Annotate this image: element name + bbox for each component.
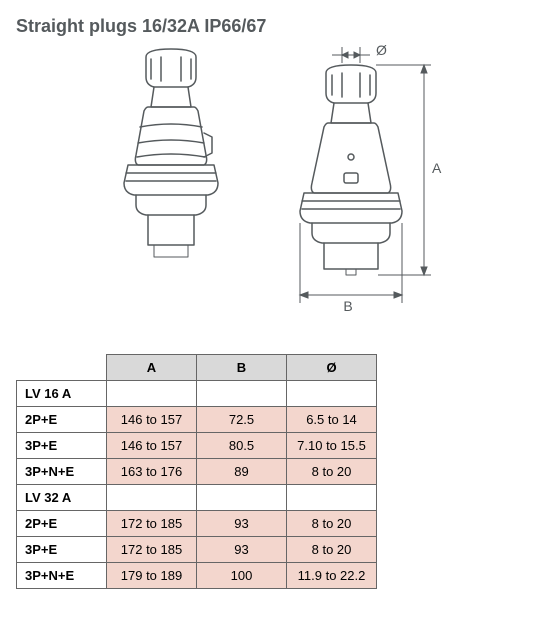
col-b: B xyxy=(197,355,287,381)
table-row: LV 16 A xyxy=(17,381,377,407)
diagram-area: Ø A B xyxy=(16,45,520,330)
section-label: LV 32 A xyxy=(17,485,107,511)
table-corner xyxy=(17,355,107,381)
cell: 172 to 185 xyxy=(107,537,197,563)
dim-diameter-label: Ø xyxy=(376,45,387,58)
plug-front-view: Ø A B xyxy=(266,45,496,330)
cell: 146 to 157 xyxy=(107,433,197,459)
dim-b-label: B xyxy=(343,298,352,314)
cell: 8 to 20 xyxy=(287,511,377,537)
cell: 146 to 157 xyxy=(107,407,197,433)
section-label: LV 16 A xyxy=(17,381,107,407)
cell: 72.5 xyxy=(197,407,287,433)
cell: 6.5 to 14 xyxy=(287,407,377,433)
spec-table: A B Ø LV 16 A 2P+E 146 to 157 72.5 6.5 t… xyxy=(16,354,377,589)
row-label: 3P+N+E xyxy=(17,459,107,485)
cell: 8 to 20 xyxy=(287,459,377,485)
table-row: 3P+E 146 to 157 80.5 7.10 to 15.5 xyxy=(17,433,377,459)
plug-side-view xyxy=(96,45,246,330)
cell: 100 xyxy=(197,563,287,589)
table-row: 3P+N+E 163 to 176 89 8 to 20 xyxy=(17,459,377,485)
row-label: 3P+N+E xyxy=(17,563,107,589)
page-title: Straight plugs 16/32A IP66/67 xyxy=(16,16,520,37)
col-d: Ø xyxy=(287,355,377,381)
row-label: 2P+E xyxy=(17,511,107,537)
row-label: 3P+E xyxy=(17,537,107,563)
cell: 93 xyxy=(197,537,287,563)
row-label: 3P+E xyxy=(17,433,107,459)
cell: 179 to 189 xyxy=(107,563,197,589)
cell: 11.9 to 22.2 xyxy=(287,563,377,589)
col-a: A xyxy=(107,355,197,381)
dim-a-label: A xyxy=(432,160,442,176)
row-label: 2P+E xyxy=(17,407,107,433)
table-row: 3P+N+E 179 to 189 100 11.9 to 22.2 xyxy=(17,563,377,589)
table-header-row: A B Ø xyxy=(17,355,377,381)
cell: 93 xyxy=(197,511,287,537)
cell: 89 xyxy=(197,459,287,485)
cell: 172 to 185 xyxy=(107,511,197,537)
table-row: LV 32 A xyxy=(17,485,377,511)
table-row: 2P+E 146 to 157 72.5 6.5 to 14 xyxy=(17,407,377,433)
table-row: 3P+E 172 to 185 93 8 to 20 xyxy=(17,537,377,563)
cell: 80.5 xyxy=(197,433,287,459)
cell: 7.10 to 15.5 xyxy=(287,433,377,459)
cell: 8 to 20 xyxy=(287,537,377,563)
cell: 163 to 176 xyxy=(107,459,197,485)
table-row: 2P+E 172 to 185 93 8 to 20 xyxy=(17,511,377,537)
